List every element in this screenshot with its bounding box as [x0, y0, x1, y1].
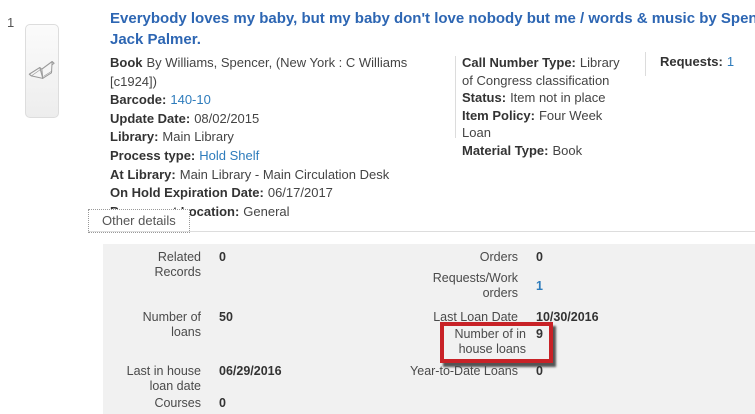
- last-in-house-loan-date-label: Last in house loan date: [126, 364, 201, 393]
- stat-orders: Orders 0: [408, 250, 543, 265]
- library-label: Library:: [110, 129, 159, 145]
- record-title-link[interactable]: Everybody loves my baby, but my baby don…: [110, 8, 755, 50]
- detail-row-status: Status: Item not in place: [462, 89, 622, 107]
- status-label: Status:: [462, 90, 507, 105]
- stat-year-to-date-loans: Year-to-Date Loans 0: [408, 364, 543, 379]
- year-to-date-loans-label: Year-to-Date Loans: [410, 364, 518, 378]
- hold-expiration-value: 06/17/2017: [267, 185, 333, 201]
- stat-courses: Courses 0: [113, 396, 226, 411]
- row-number: 1: [7, 15, 15, 30]
- details-left-column: Book By Williams, Spencer, (New York : C …: [110, 54, 455, 221]
- barcode-link[interactable]: 140-10: [170, 92, 211, 108]
- title-line-1: Everybody loves my baby, but my baby don…: [110, 10, 755, 27]
- item-policy-value: Four Week Loan: [462, 107, 603, 141]
- details-middle-column: Call Number Type: Library of Congress cla…: [462, 54, 622, 159]
- detail-row-update-date: Update Date: 08/02/2015: [110, 110, 455, 129]
- book-value: By Williams, Spencer, (New York : C Will…: [110, 55, 408, 89]
- detail-row-hold-expiration: On Hold Expiration Date: 06/17/2017: [110, 184, 455, 203]
- hold-expiration-label: On Hold Expiration Date:: [110, 185, 264, 201]
- courses-value: 0: [219, 396, 226, 410]
- other-details-panel: Related Records 0 Number of loans 50 Las…: [103, 244, 755, 414]
- call-number-type-value: Library of Congress classification: [462, 55, 620, 88]
- process-type-label: Process type:: [110, 147, 196, 163]
- detail-row-process-type: Process type: Hold Shelf: [110, 147, 455, 166]
- requests-divider: [645, 52, 646, 76]
- call-number-type-label: Call Number Type:: [462, 55, 576, 70]
- at-library-value: Main Library - Main Circulation Desk: [179, 166, 390, 182]
- detail-row-call-number-type: Call Number Type: Library of Congress cla…: [462, 54, 622, 89]
- detail-row-library: Library: Main Library: [110, 128, 455, 147]
- tab-bar-line: [88, 231, 755, 232]
- requests-count-link[interactable]: 1: [726, 54, 735, 69]
- detail-row-requests: Requests: 1: [660, 54, 734, 69]
- title-line-2: Jack Palmer.: [110, 31, 201, 48]
- detail-row-barcode: Barcode: 140-10: [110, 91, 455, 110]
- stat-related-records: Related Records 0: [113, 250, 226, 280]
- in-house-loans-label: Number of in house loans: [454, 327, 526, 356]
- stat-number-of-loans: Number of loans 50: [113, 310, 233, 340]
- detail-row-at-library: At Library: Main Library - Main Circulati…: [110, 166, 455, 185]
- stat-last-loan-date: Last Loan Date 10/30/2016: [408, 310, 599, 325]
- update-date-value: 08/02/2015: [194, 110, 260, 126]
- detail-row-material-type: Material Type: Book: [462, 142, 622, 160]
- material-type-label: Material Type:: [462, 142, 549, 158]
- orders-value: 0: [536, 250, 543, 264]
- in-house-loans-value: 9: [536, 327, 543, 341]
- permanent-location-value: General: [243, 203, 290, 219]
- number-of-loans-label: Number of loans: [142, 310, 201, 339]
- library-value: Main Library: [162, 129, 234, 145]
- last-loan-date-label: Last Loan Date: [433, 310, 518, 324]
- requests-work-orders-link[interactable]: 1: [536, 278, 543, 293]
- number-of-loans-value: 50: [219, 310, 233, 324]
- open-book-icon: [28, 61, 55, 79]
- book-thumbnail: [25, 24, 59, 118]
- book-label: Book: [110, 55, 143, 70]
- year-to-date-loans-value: 0: [536, 364, 543, 378]
- requests-label: Requests:: [660, 54, 723, 69]
- last-loan-date-value: 10/30/2016: [536, 310, 599, 324]
- item-policy-label: Item Policy:: [462, 107, 535, 123]
- related-records-label: Related Records: [154, 250, 201, 279]
- process-type-link[interactable]: Hold Shelf: [199, 147, 260, 163]
- detail-row-book: Book By Williams, Spencer, (New York : C …: [110, 54, 455, 91]
- highlight-annotation-box: Number of in house loans 9: [440, 322, 553, 363]
- tab-other-details[interactable]: Other details: [88, 209, 190, 233]
- requests-work-orders-label: Requests/Work orders: [432, 271, 518, 300]
- column-divider: [455, 56, 456, 138]
- stat-requests-work-orders: Requests/Work orders 1: [408, 271, 543, 301]
- status-value: Item not in place: [510, 90, 606, 105]
- barcode-label: Barcode:: [110, 92, 167, 108]
- last-in-house-loan-date-value: 06/29/2016: [219, 364, 282, 378]
- stat-last-in-house-loan-date: Last in house loan date 06/29/2016: [113, 364, 282, 394]
- material-type-value: Book: [552, 142, 583, 158]
- related-records-value: 0: [219, 250, 226, 264]
- at-library-label: At Library:: [110, 166, 176, 182]
- courses-label: Courses: [154, 396, 201, 410]
- update-date-label: Update Date:: [110, 110, 191, 126]
- detail-row-item-policy: Item Policy: Four Week Loan: [462, 107, 622, 142]
- orders-label: Orders: [479, 250, 518, 264]
